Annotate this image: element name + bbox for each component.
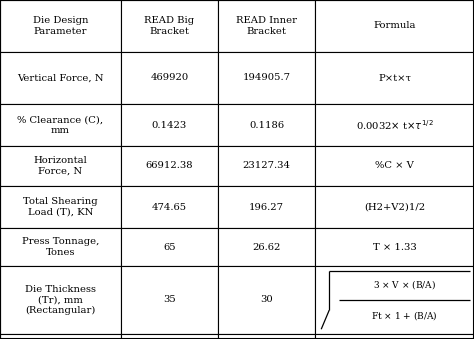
Text: Ft $\times$ 1 + (B/A): Ft $\times$ 1 + (B/A)	[371, 309, 438, 322]
Bar	[218, 334, 315, 339]
Bar	[121, 334, 218, 339]
Bar	[315, 186, 474, 228]
Text: Horizontal
Force, N: Horizontal Force, N	[34, 156, 87, 176]
Bar	[0, 0, 121, 52]
Text: 469920: 469920	[150, 74, 189, 82]
Bar	[315, 266, 474, 334]
Bar	[121, 266, 218, 334]
Bar	[315, 52, 474, 104]
Text: 194905.7: 194905.7	[243, 74, 291, 82]
Bar	[121, 0, 218, 52]
Text: 66912.38: 66912.38	[146, 161, 193, 171]
Bar	[0, 186, 121, 228]
Text: 3 $\times$ V $\times$ (B/A): 3 $\times$ V $\times$ (B/A)	[373, 278, 436, 291]
Text: READ Big
Bracket: READ Big Bracket	[145, 16, 194, 36]
Text: 35: 35	[163, 296, 176, 304]
Bar	[315, 334, 474, 339]
Bar	[121, 52, 218, 104]
Text: Formula: Formula	[374, 21, 416, 31]
Text: 474.65: 474.65	[152, 202, 187, 212]
Text: P×t×τ: P×t×τ	[378, 74, 411, 82]
Text: 26.62: 26.62	[253, 242, 281, 252]
Bar	[121, 228, 218, 266]
Text: 30: 30	[260, 296, 273, 304]
Text: T × 1.33: T × 1.33	[373, 242, 417, 252]
Bar	[218, 52, 315, 104]
Text: Die Design
Parameter: Die Design Parameter	[33, 16, 88, 36]
Bar	[0, 146, 121, 186]
Bar	[121, 104, 218, 146]
Text: Total Shearing
Load (T), KN: Total Shearing Load (T), KN	[23, 197, 98, 217]
Bar	[0, 228, 121, 266]
Bar	[315, 0, 474, 52]
Text: %C × V: %C × V	[375, 161, 414, 171]
Bar	[218, 186, 315, 228]
Bar	[0, 104, 121, 146]
Bar	[121, 186, 218, 228]
Text: 0.0032$\times$ t$\times\tau^{1/2}$: 0.0032$\times$ t$\times\tau^{1/2}$	[356, 118, 433, 132]
Text: 196.27: 196.27	[249, 202, 284, 212]
Bar	[218, 0, 315, 52]
Bar	[218, 104, 315, 146]
Text: READ Inner
Bracket: READ Inner Bracket	[236, 16, 297, 36]
Text: % Clearance (C),
mm: % Clearance (C), mm	[18, 115, 103, 135]
Text: Press Tonnage,
Tones: Press Tonnage, Tones	[22, 237, 99, 257]
Bar	[315, 228, 474, 266]
Text: Vertical Force, N: Vertical Force, N	[17, 74, 104, 82]
Bar	[315, 146, 474, 186]
Text: 0.1423: 0.1423	[152, 120, 187, 129]
Text: Die Thickness
(Tr), mm
(Rectangular): Die Thickness (Tr), mm (Rectangular)	[25, 285, 96, 315]
Bar	[218, 266, 315, 334]
Bar	[218, 228, 315, 266]
Text: (H2+V2)1/2: (H2+V2)1/2	[364, 202, 425, 212]
Bar	[315, 104, 474, 146]
Bar	[0, 266, 121, 334]
Text: 0.1186: 0.1186	[249, 120, 284, 129]
Bar	[121, 146, 218, 186]
Bar	[0, 334, 121, 339]
Text: 23127.34: 23127.34	[243, 161, 291, 171]
Text: 65: 65	[163, 242, 176, 252]
Bar	[218, 146, 315, 186]
Bar	[0, 52, 121, 104]
